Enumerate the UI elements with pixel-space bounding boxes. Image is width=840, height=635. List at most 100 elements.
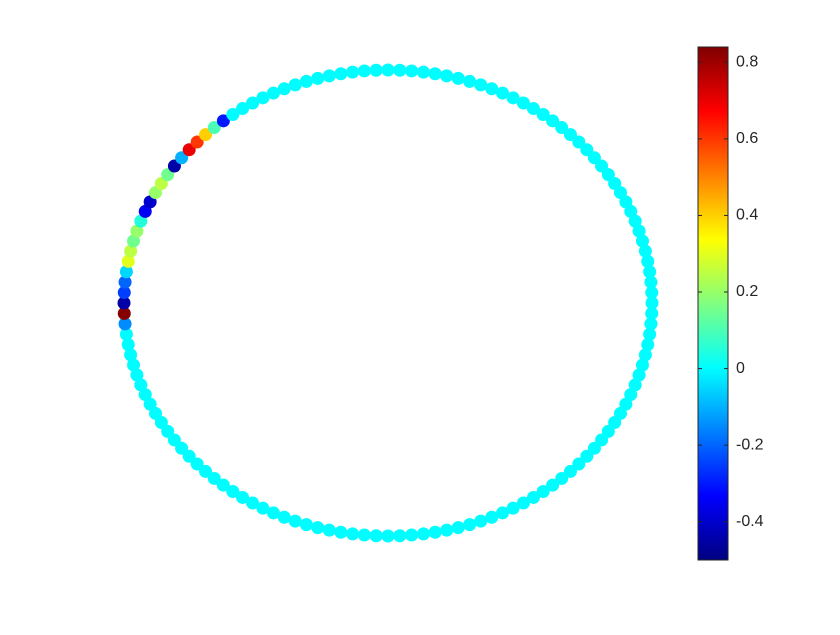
node xyxy=(256,501,270,515)
node xyxy=(572,135,586,149)
node xyxy=(516,496,530,510)
node xyxy=(644,275,658,289)
node xyxy=(190,457,204,471)
node xyxy=(236,102,250,116)
node xyxy=(226,107,240,121)
node xyxy=(127,358,141,372)
node xyxy=(405,64,419,78)
node xyxy=(516,96,530,110)
node xyxy=(346,65,360,79)
node xyxy=(134,378,148,392)
node xyxy=(641,338,655,352)
node xyxy=(644,317,658,331)
colorbar-tick-label: 0.8 xyxy=(736,54,758,71)
node xyxy=(207,471,221,485)
node xyxy=(451,521,465,535)
node xyxy=(632,224,646,238)
node xyxy=(182,143,196,157)
node xyxy=(130,368,144,382)
node xyxy=(526,490,540,504)
node xyxy=(256,91,270,105)
node xyxy=(496,86,510,100)
node xyxy=(624,204,638,218)
node xyxy=(236,490,250,504)
node xyxy=(440,69,454,83)
node xyxy=(288,78,302,92)
node xyxy=(580,449,594,463)
node xyxy=(563,464,577,478)
node xyxy=(138,388,152,402)
node xyxy=(546,478,560,492)
node xyxy=(190,135,204,149)
node xyxy=(555,471,569,485)
node xyxy=(127,234,141,248)
node xyxy=(526,102,540,116)
node xyxy=(555,121,569,135)
node xyxy=(563,128,577,142)
node xyxy=(216,478,230,492)
node xyxy=(474,78,488,92)
nodes xyxy=(117,63,659,543)
node xyxy=(266,506,280,520)
node xyxy=(496,506,510,520)
node xyxy=(428,67,442,81)
node xyxy=(485,510,499,524)
node xyxy=(506,501,520,515)
node xyxy=(121,338,135,352)
node xyxy=(428,525,442,539)
node xyxy=(628,214,642,228)
node xyxy=(381,529,395,543)
node xyxy=(638,244,652,258)
node xyxy=(118,317,132,331)
node xyxy=(635,358,649,372)
node xyxy=(124,348,138,362)
node xyxy=(277,82,291,96)
node xyxy=(119,265,133,279)
colorbar-tick-label: 0.6 xyxy=(736,130,758,147)
node xyxy=(369,529,383,543)
node xyxy=(124,244,138,258)
node xyxy=(311,521,325,535)
node xyxy=(474,514,488,528)
node xyxy=(572,457,586,471)
colorbar-tick-label: 0 xyxy=(736,360,745,377)
node xyxy=(357,528,371,542)
node xyxy=(117,296,131,310)
node xyxy=(536,485,550,499)
node xyxy=(322,69,336,83)
node xyxy=(628,378,642,392)
node xyxy=(643,265,657,279)
colorbar-tick-label: 0.2 xyxy=(736,283,758,300)
node xyxy=(117,286,131,300)
colorbar-tick-label: -0.4 xyxy=(736,513,764,530)
node xyxy=(277,510,291,524)
node xyxy=(506,91,520,105)
node xyxy=(440,523,454,537)
node xyxy=(288,514,302,528)
node xyxy=(416,527,430,541)
node xyxy=(641,254,655,268)
node xyxy=(199,464,213,478)
node xyxy=(485,82,499,96)
node xyxy=(463,74,477,88)
node xyxy=(118,275,132,289)
node xyxy=(334,525,348,539)
node xyxy=(638,348,652,362)
node xyxy=(546,114,560,128)
node xyxy=(416,65,430,79)
node xyxy=(635,234,649,248)
colorbar-tick-label: 0.4 xyxy=(736,207,758,224)
node xyxy=(393,529,407,543)
node xyxy=(246,496,260,510)
node xyxy=(405,528,419,542)
node xyxy=(134,214,148,228)
node xyxy=(334,67,348,81)
node xyxy=(130,224,144,238)
node xyxy=(381,63,395,77)
node xyxy=(369,63,383,77)
node xyxy=(266,86,280,100)
node xyxy=(357,64,371,78)
node xyxy=(632,368,646,382)
node xyxy=(199,128,213,142)
